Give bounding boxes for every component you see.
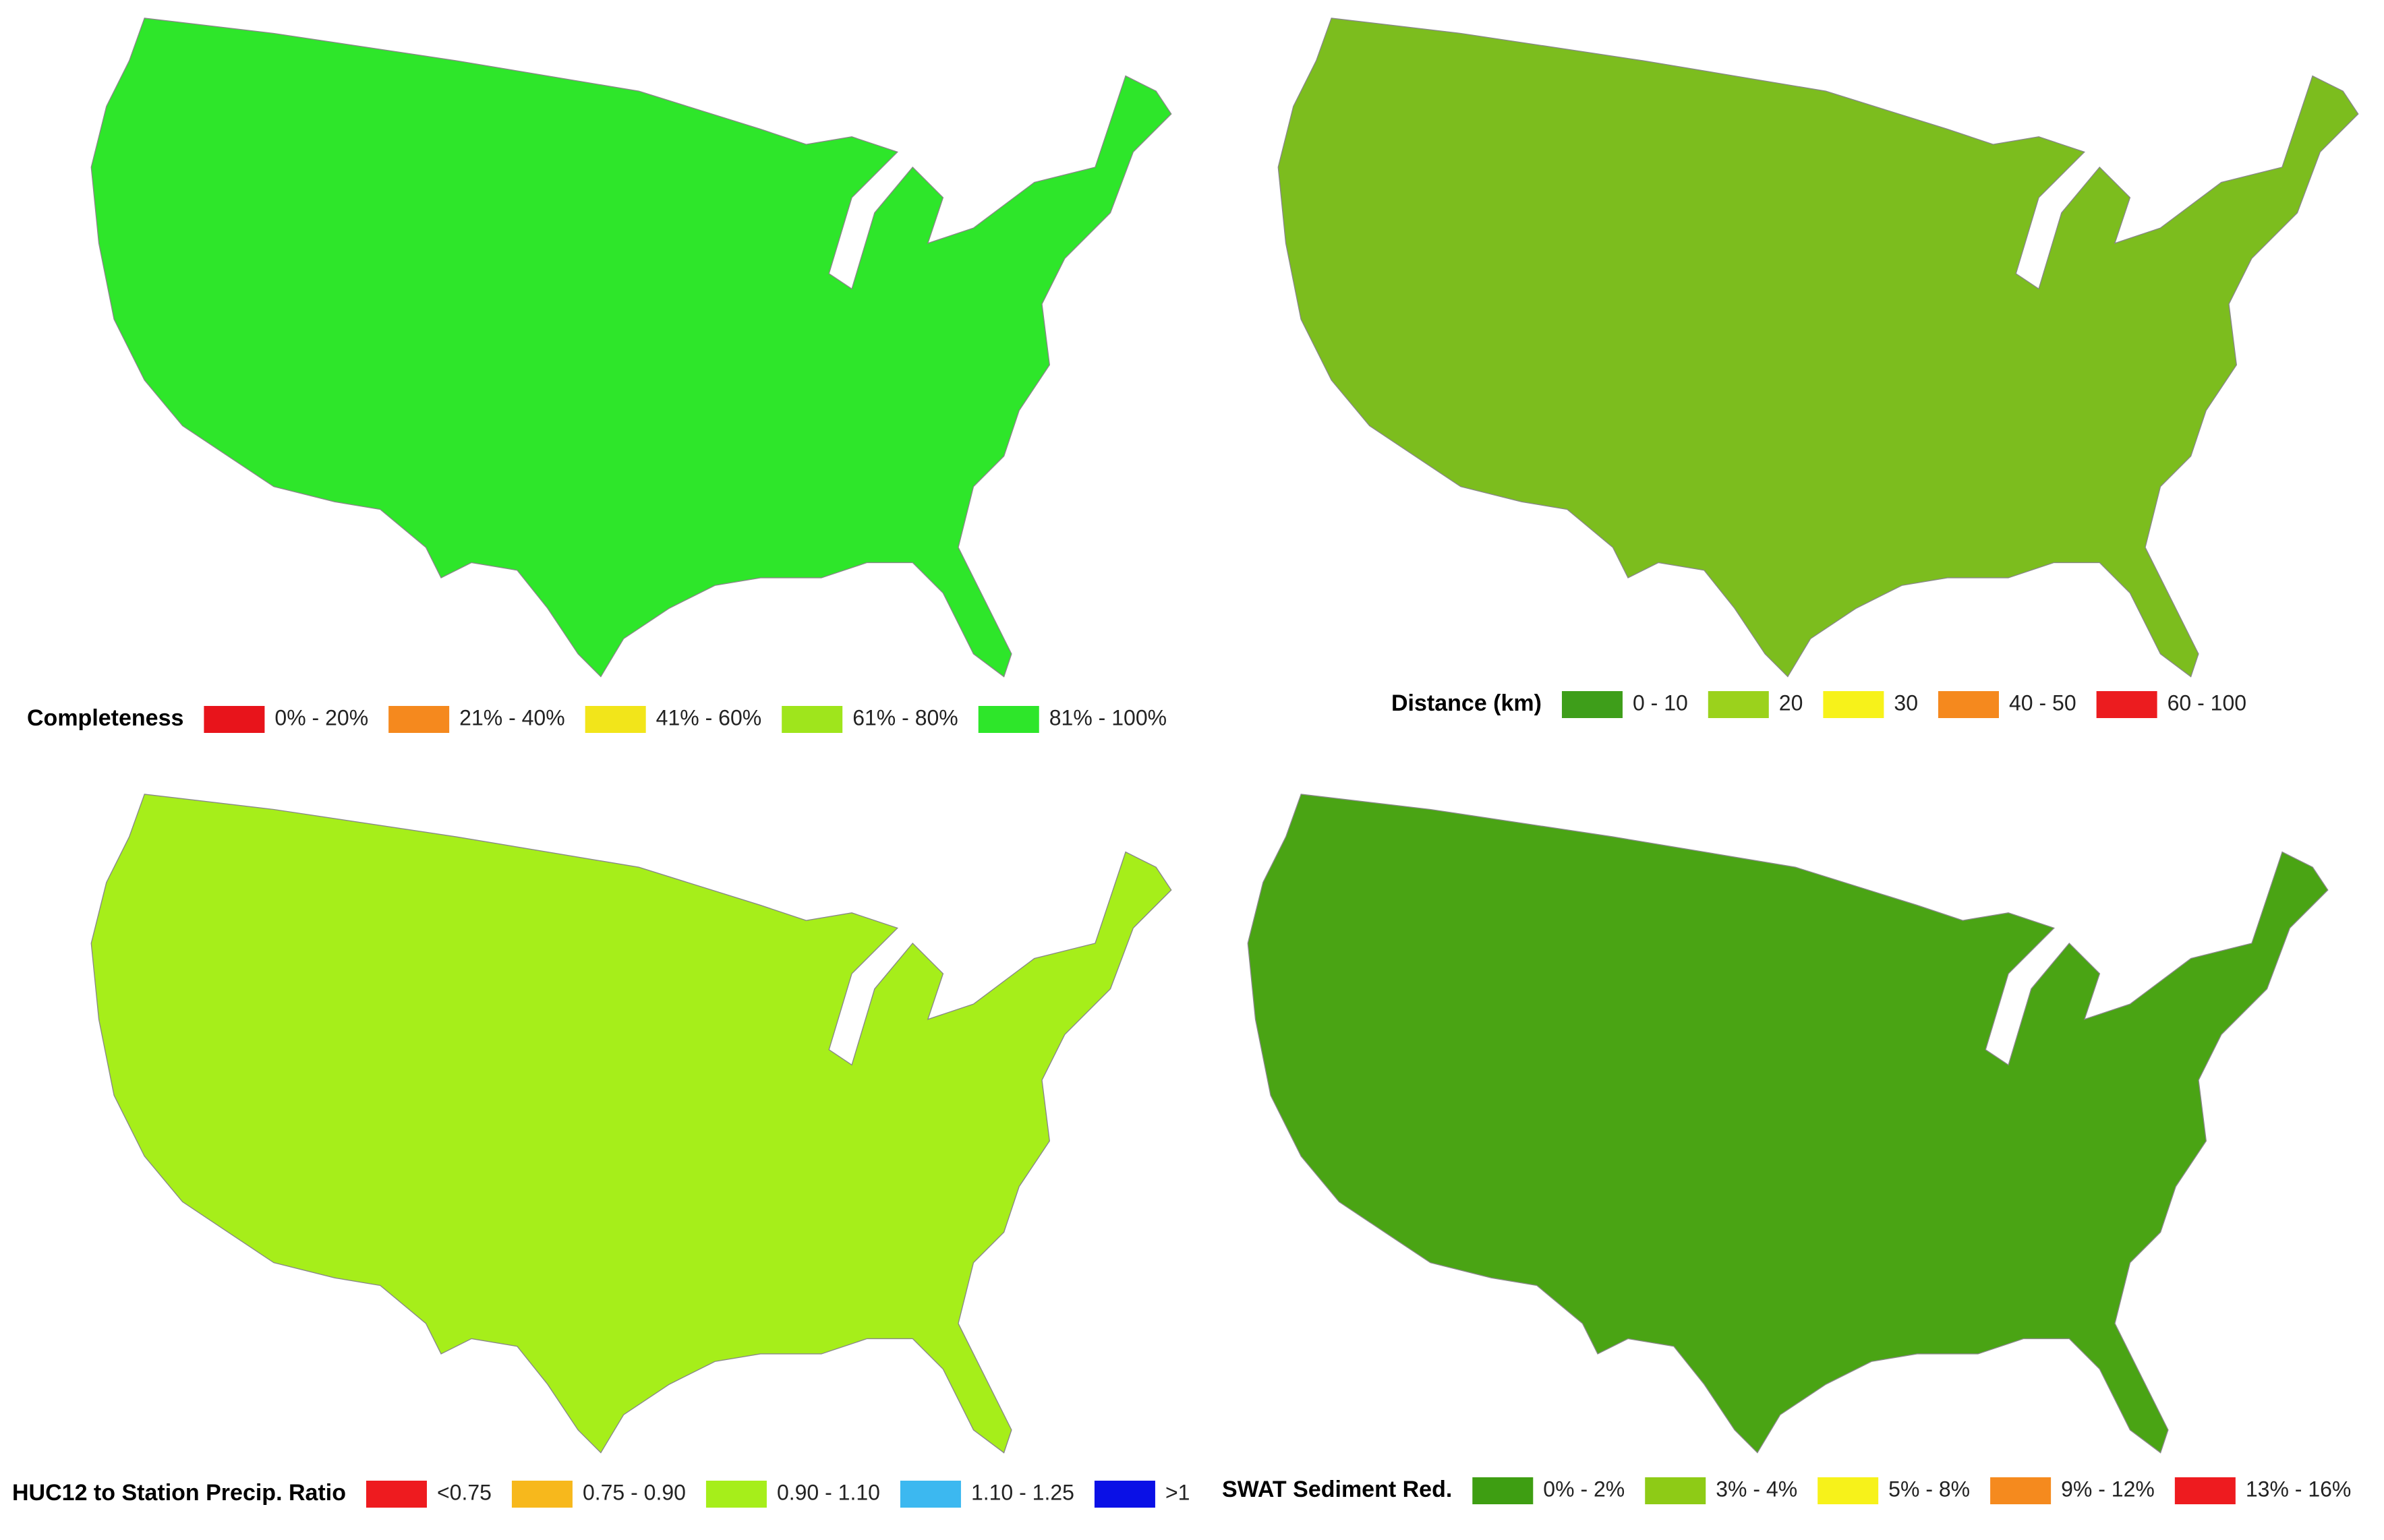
legend-swatch: [1708, 691, 1769, 718]
legend-title: SWAT Sediment Red.: [1222, 1477, 1452, 1502]
map-completeness: [90, 18, 1172, 678]
legend-label: 30: [1894, 690, 1918, 715]
legend-label: 13% - 16%: [2246, 1477, 2352, 1501]
legend-label: >1: [1165, 1480, 1190, 1504]
legend-swatch: [1094, 1481, 1155, 1508]
legend-swatch: [511, 1481, 573, 1508]
legend-swatch: [585, 706, 646, 733]
legend-swatch: [1818, 1477, 1879, 1504]
legend-label: 5% - 8%: [1888, 1477, 1970, 1501]
legend-swatch: [705, 1481, 767, 1508]
legend-label: 40 - 50: [2009, 690, 2076, 715]
legend-swatch: [1645, 1477, 1706, 1504]
legend-label: 20: [1779, 690, 1803, 715]
legend-swatch: [782, 706, 843, 733]
legend-label: 1.10 - 1.25: [971, 1480, 1074, 1504]
legend-label: <0.75: [437, 1480, 492, 1504]
legend-title: Distance (km): [1391, 690, 1542, 716]
legend-swatch: [2096, 691, 2157, 718]
legend-label: 0 - 10: [1633, 690, 1688, 715]
legend-swatch: [204, 706, 265, 733]
legend-label: 0% - 2%: [1543, 1477, 1625, 1501]
legend-label: 0.90 - 1.10: [777, 1480, 880, 1504]
legend: Distance (km) 0 - 10 20 30 40 - 50 60 - 100: [1391, 690, 2246, 718]
legend-swatch: [366, 1481, 427, 1508]
map-sediment: [1247, 794, 2329, 1454]
legend-swatch: [1472, 1477, 1534, 1504]
legend: SWAT Sediment Red. 0% - 2% 3% - 4% 5% - 8% 9…: [1222, 1477, 2351, 1504]
legend-swatch: [1938, 691, 1999, 718]
legend-label: 61% - 80%: [852, 705, 958, 730]
map-distance: [1277, 18, 2359, 678]
legend-swatch: [1823, 691, 1884, 718]
legend-label: 21% - 40%: [459, 705, 565, 730]
legend-swatch: [2174, 1477, 2236, 1504]
legend-label: 81% - 100%: [1049, 705, 1167, 730]
legend-swatch: [1561, 691, 1623, 718]
legend: Completeness 0% - 20% 21% - 40% 41% - 60% 61…: [27, 705, 1167, 733]
legend-swatch: [1990, 1477, 2052, 1504]
legend: HUC12 to Station Precip. Ratio <0.75 0.75 …: [12, 1480, 1190, 1508]
legend-label: 0% - 20%: [274, 705, 368, 730]
legend-title: HUC12 to Station Precip. Ratio: [12, 1480, 346, 1506]
map-precip-ratio: [90, 794, 1172, 1454]
legend-label: 3% - 4%: [1716, 1477, 1797, 1501]
legend-label: 60 - 100: [2168, 690, 2246, 715]
legend-label: 0.75 - 0.90: [583, 1480, 686, 1504]
legend-swatch: [900, 1481, 961, 1508]
legend-swatch: [388, 706, 450, 733]
legend-label: 41% - 60%: [656, 705, 762, 730]
legend-swatch: [978, 706, 1039, 733]
legend-title: Completeness: [27, 705, 183, 731]
legend-label: 9% - 12%: [2061, 1477, 2155, 1501]
